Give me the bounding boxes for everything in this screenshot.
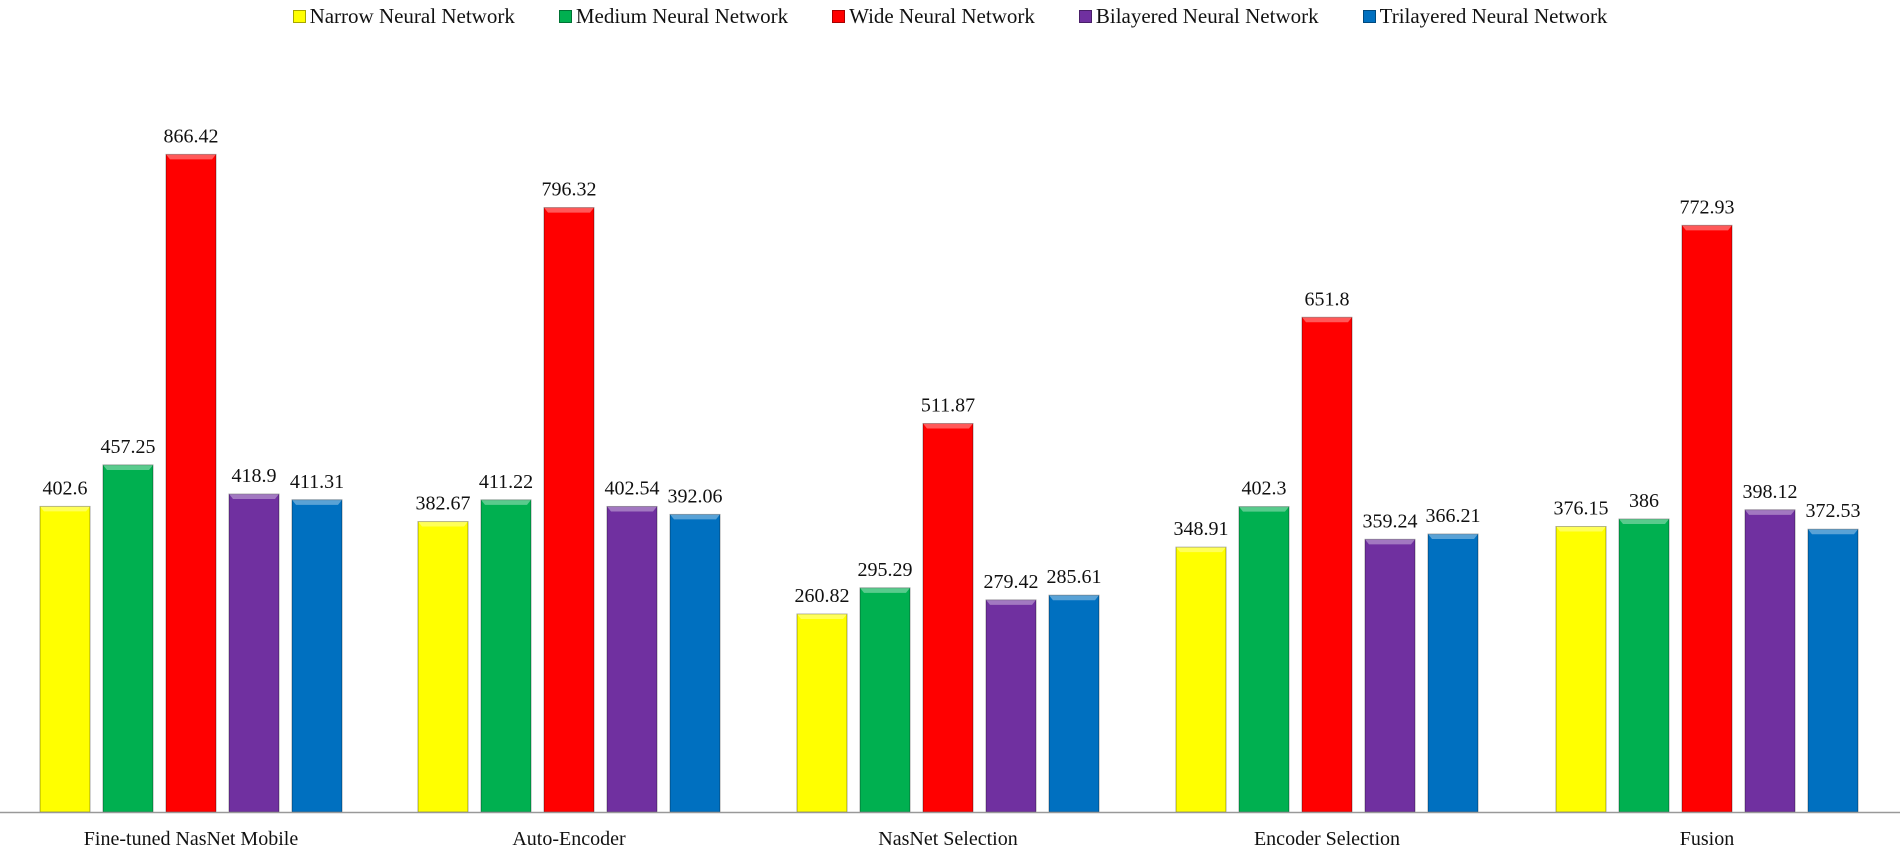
data-label: 285.61 [1047, 566, 1102, 588]
bar-bevel [797, 614, 847, 620]
bar [1807, 528, 1859, 813]
legend-label: Wide Neural Network [849, 3, 1035, 28]
bar-bevel [860, 587, 910, 593]
data-label: 366.21 [1426, 505, 1481, 527]
data-label: 359.24 [1363, 510, 1418, 532]
bar [1301, 316, 1353, 813]
legend-item: Narrow Neural Network [292, 3, 515, 29]
data-label: 392.06 [668, 485, 723, 507]
legend-item: Bilayered Neural Network [1078, 3, 1319, 29]
category-label: Auto-Encoder [512, 828, 626, 850]
category-label: NasNet Selection [878, 828, 1017, 850]
bar [1364, 538, 1416, 813]
data-label: 411.31 [290, 471, 344, 493]
legend-swatch [1078, 9, 1092, 23]
bar-bevel [1428, 534, 1478, 540]
bar-bevel [923, 423, 973, 429]
data-label: 866.42 [164, 125, 219, 147]
bar-bevel [1808, 529, 1858, 535]
bar [922, 422, 974, 813]
bar-bevel [1745, 509, 1795, 515]
data-label: 279.42 [984, 571, 1039, 593]
legend-swatch [292, 9, 306, 23]
bar-bevel [418, 521, 468, 527]
bar-bevel [670, 514, 720, 520]
bar [1555, 526, 1607, 813]
bar [543, 207, 595, 813]
data-label: 348.91 [1174, 518, 1229, 540]
legend-label: Bilayered Neural Network [1095, 3, 1319, 28]
data-label: 398.12 [1743, 481, 1798, 503]
category-label: Fine-tuned NasNet Mobile [84, 828, 299, 850]
legend-item: Trilayered Neural Network [1362, 3, 1608, 29]
data-label: 376.15 [1554, 498, 1609, 520]
data-label: 402.3 [1242, 478, 1287, 500]
bar-bevel [103, 464, 153, 470]
bar [1238, 506, 1290, 813]
bar-bevel [986, 599, 1036, 605]
bar-bevel [1365, 539, 1415, 545]
data-label: 372.53 [1806, 500, 1861, 522]
bar-bevel [544, 207, 594, 213]
bar-bevel [1239, 506, 1289, 512]
bar [102, 464, 154, 813]
legend-item: Medium Neural Network [558, 3, 789, 29]
legend-swatch [1362, 9, 1376, 23]
bar-bevel [40, 506, 90, 512]
bar [606, 505, 658, 813]
bar [859, 587, 911, 813]
bar [39, 505, 91, 813]
data-label: 511.87 [921, 394, 975, 416]
data-label: 418.9 [232, 465, 277, 487]
bar [1175, 546, 1227, 813]
bar-bevel [1619, 519, 1669, 525]
bar [480, 499, 532, 813]
bar [669, 513, 721, 813]
bar-bevel [1556, 526, 1606, 532]
legend-swatch [558, 9, 572, 23]
legend-item: Wide Neural Network [832, 4, 1035, 29]
bar [228, 493, 280, 813]
bar [1744, 509, 1796, 813]
data-label: 386 [1629, 490, 1659, 512]
legend-swatch [832, 9, 846, 23]
bar-bevel [1176, 547, 1226, 553]
data-label: 772.93 [1680, 196, 1735, 218]
category-label: Fusion [1680, 828, 1734, 850]
data-label: 402.6 [43, 477, 88, 499]
data-label: 651.8 [1305, 288, 1350, 310]
legend-label: Narrow Neural Network [309, 3, 515, 28]
bar-bevel [607, 506, 657, 512]
bar-bevel [481, 499, 531, 505]
bar [1427, 533, 1479, 813]
legend-label: Medium Neural Network [575, 3, 789, 28]
bar [417, 521, 469, 813]
data-label: 457.25 [101, 436, 156, 458]
data-label: 402.54 [605, 477, 660, 499]
bar-bevel [229, 494, 279, 500]
data-label: 295.29 [858, 559, 913, 581]
legend-label: Trilayered Neural Network [1379, 3, 1608, 28]
bar [165, 153, 217, 813]
bar [1048, 594, 1100, 813]
category-label: Encoder Selection [1254, 828, 1400, 850]
bar [1681, 224, 1733, 813]
data-label: 796.32 [542, 179, 597, 201]
bar-bevel [1302, 317, 1352, 323]
data-label: 411.22 [479, 471, 533, 493]
data-label: 382.67 [416, 493, 471, 515]
bar-bevel [1049, 595, 1099, 601]
bar [796, 613, 848, 813]
bar [1618, 518, 1670, 813]
bar-bevel [292, 499, 342, 505]
bar-bevel [1682, 225, 1732, 231]
bar-bevel [166, 154, 216, 160]
bar [291, 499, 343, 813]
data-label: 260.82 [795, 585, 850, 607]
legend: Narrow Neural Network Medium Neural Netwo… [0, 0, 1900, 32]
bar [985, 599, 1037, 813]
